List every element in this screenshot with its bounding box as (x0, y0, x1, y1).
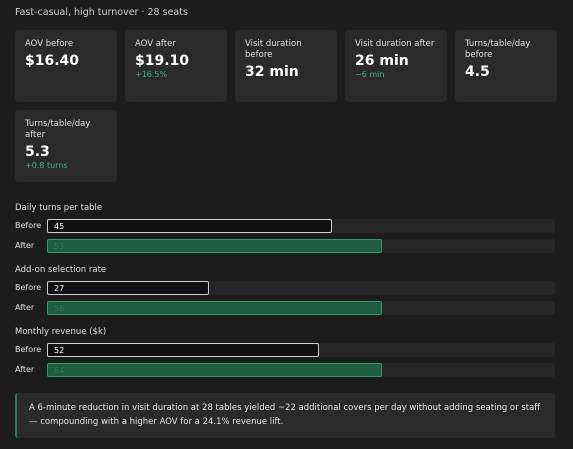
row-label: After (15, 303, 35, 312)
bar: 45 (47, 219, 332, 233)
bar: 64 (47, 363, 383, 377)
bar-track: 52 (47, 343, 555, 357)
bar: 56 (47, 301, 383, 315)
metric-label: Visit duration before (245, 39, 302, 60)
metric-card: AOV before $16.40 (15, 30, 117, 102)
metric-delta: +0.8 turns (25, 161, 68, 170)
row-label: Before (15, 283, 42, 292)
row-label: After (15, 365, 35, 374)
metric-card: AOV after $19.10 +16.5% (125, 30, 227, 102)
metric-value: 26 min (355, 53, 409, 69)
card-grid: AOV before $16.40 AOV after $19.10 +16.5% Vis… (15, 30, 557, 182)
row-label: Before (15, 221, 42, 230)
bar-track: 56 (47, 301, 555, 315)
metric-card: Visit duration before 32 min (235, 30, 337, 102)
bar-track: 64 (47, 363, 555, 377)
metric-value: 5.3 (25, 144, 50, 160)
comparison-title: Monthly revenue ($k) (15, 327, 107, 337)
header: Fast-casual, high turnover · 28 seats (15, 7, 188, 18)
note: A 6-minute reduction in visit duration a… (15, 393, 555, 438)
row-label: After (15, 241, 35, 250)
metric-label: Turns/table/day before (465, 39, 531, 60)
metric-card: Turns/table/day after 5.3 +0.8 turns (15, 110, 117, 182)
bar-track: 45 (47, 219, 555, 233)
metric-label: AOV after (135, 39, 176, 49)
bar-track: 27 (47, 281, 555, 295)
metric-value: $16.40 (25, 53, 80, 69)
metric-delta: −6 min (355, 70, 385, 79)
metric-value: 32 min (245, 64, 299, 80)
metric-label: AOV before (25, 39, 74, 49)
row-label: Before (15, 345, 42, 354)
metric-value: $19.10 (135, 53, 190, 69)
metric-card: Turns/table/day before 4.5 (455, 30, 557, 102)
comparison-title: Daily turns per table (15, 203, 103, 213)
bar: 53 (47, 239, 383, 253)
metric-label: Turns/table/day after (25, 119, 91, 140)
metric-value: 4.5 (465, 64, 490, 80)
bar: 52 (47, 343, 320, 357)
metric-card: Visit duration after 26 min −6 min (345, 30, 447, 102)
comparison-title: Add-on selection rate (15, 265, 107, 275)
bar-track: 53 (47, 239, 555, 253)
metric-label: Visit duration after (355, 39, 435, 49)
metric-delta: +16.5% (135, 70, 168, 79)
bar: 27 (47, 281, 209, 295)
